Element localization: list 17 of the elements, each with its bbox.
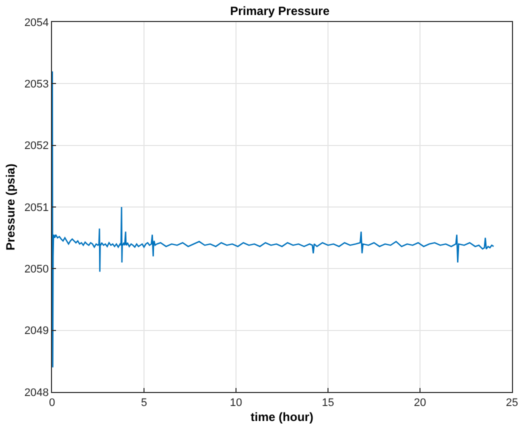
y-tick-label: 2052: [24, 140, 49, 152]
x-tick-label: 10: [230, 397, 242, 410]
y-tick-label: 2048: [24, 386, 49, 399]
y-tick-label: 2050: [24, 264, 49, 276]
x-tick-label: 25: [506, 397, 518, 410]
x-tick-label: 0: [48, 397, 56, 410]
y-tick-label: 2054: [24, 16, 49, 29]
x-tick-label: 5: [140, 397, 148, 410]
y-tick-label: 2049: [24, 325, 49, 338]
line-series: [52, 70, 494, 368]
y-axis-title: Pressure (psia): [4, 164, 18, 250]
chart-title: Primary Pressure: [230, 4, 330, 18]
y-tick-label: 2051: [24, 202, 49, 214]
x-tick-label: 20: [414, 397, 426, 410]
x-axis-title: time (hour): [250, 410, 314, 424]
x-tick-label: 15: [322, 397, 334, 410]
y-tick-label: 2053: [24, 78, 49, 91]
